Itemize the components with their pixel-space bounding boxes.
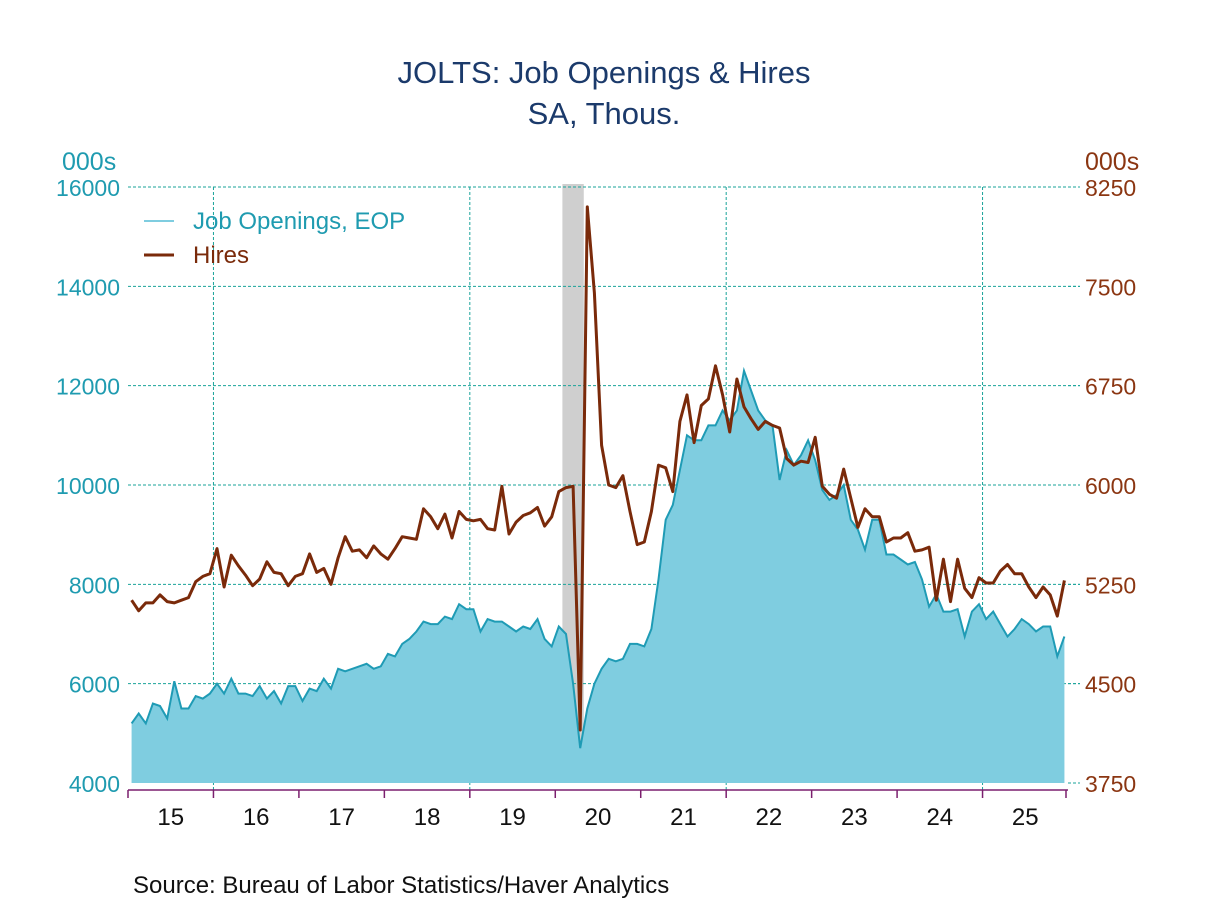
x-tick-label: 15 xyxy=(157,804,184,831)
right-tick-label: 4500 xyxy=(1085,672,1136,698)
x-tick-label: 20 xyxy=(585,804,612,831)
left-tick-label: 6000 xyxy=(69,672,120,698)
series-line-job-openings xyxy=(130,366,1066,749)
x-tick-label: 25 xyxy=(1012,804,1039,831)
x-tick-label: 22 xyxy=(756,804,783,831)
right-tick-label: 5250 xyxy=(1085,572,1136,598)
source-note: Source: Bureau of Labor Statistics/Haver… xyxy=(133,872,670,899)
series-area-job-openings xyxy=(131,370,1065,783)
right-tick-label: 6000 xyxy=(1085,473,1136,499)
legend: Job Openings, EOP Hires xyxy=(144,208,405,269)
right-tick-label: 7500 xyxy=(1085,274,1136,300)
right-tick-label: 3750 xyxy=(1085,771,1136,797)
legend-label-job-openings: Job Openings, EOP xyxy=(193,208,405,235)
x-tick-label: 18 xyxy=(414,804,441,831)
left-axis-unit: 000s xyxy=(62,148,117,176)
x-tick-label: 24 xyxy=(926,804,953,831)
x-tick-label: 21 xyxy=(670,804,697,831)
left-tick-label: 12000 xyxy=(56,374,120,400)
x-tick-label: 23 xyxy=(841,804,868,831)
right-tick-label: 6750 xyxy=(1085,374,1136,400)
right-axis-unit: 000s xyxy=(1085,148,1140,176)
series-line-hires xyxy=(130,205,1066,732)
chart-subtitle: SA, Thous. xyxy=(527,96,681,131)
x-tick-label: 17 xyxy=(328,804,355,831)
left-tick-label: 8000 xyxy=(69,572,120,598)
chart-title: JOLTS: Job Openings & Hires xyxy=(397,55,811,90)
x-tick-label: 16 xyxy=(243,804,270,831)
left-tick-label: 14000 xyxy=(56,274,120,300)
left-tick-label: 16000 xyxy=(56,175,120,201)
x-tick-label: 19 xyxy=(499,804,526,831)
left-tick-label: 4000 xyxy=(69,771,120,797)
legend-label-hires: Hires xyxy=(193,242,249,269)
left-tick-label: 10000 xyxy=(56,473,120,499)
right-tick-label: 8250 xyxy=(1085,175,1136,201)
